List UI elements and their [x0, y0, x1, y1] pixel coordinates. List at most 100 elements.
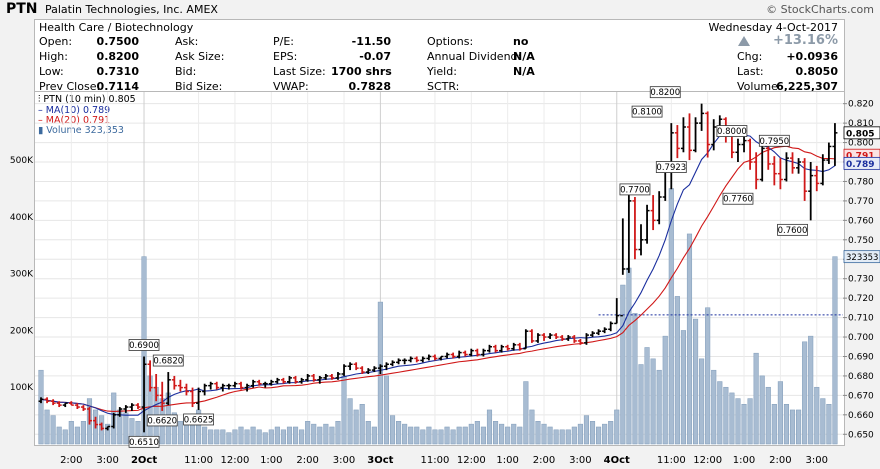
- brand-link[interactable]: © StockCharts.com: [766, 3, 874, 16]
- legend-price: ⫶ PTN (10 min) 0.805: [38, 94, 136, 105]
- volume-bar: [438, 429, 444, 445]
- volume-bar: [426, 426, 432, 445]
- low-value: 0.7310: [96, 65, 139, 78]
- vwap-value: 0.7828: [348, 80, 391, 93]
- volume-bar: [656, 369, 662, 445]
- annotation-label: 0.7760: [723, 195, 753, 205]
- volume-bar: [492, 421, 499, 445]
- volume-bar: [480, 426, 486, 445]
- annotation-box: [722, 192, 754, 205]
- volume-bar: [832, 256, 838, 445]
- annotation-label: 0.6620: [147, 416, 177, 426]
- ma20-flag: 0.791: [846, 152, 874, 162]
- volume-tick-label: 400K: [10, 213, 34, 223]
- volume-bar: [383, 375, 390, 445]
- volume-bar: [462, 426, 468, 445]
- volume-bar: [299, 429, 305, 445]
- volume-bar: [541, 423, 547, 445]
- volume-bar: [559, 429, 565, 445]
- volume-bar: [771, 404, 777, 445]
- volume-bar: [365, 421, 371, 445]
- yield-label: Yield:: [427, 65, 457, 78]
- volume-bar: [596, 426, 602, 445]
- time-tick-label: 11:00: [657, 455, 686, 466]
- annotation-label: 0.6510: [129, 438, 159, 448]
- quote-date: Wednesday 4-Oct-2017: [708, 21, 838, 34]
- volume-bar: [341, 375, 347, 445]
- legend-volume-text: Volume 323,353: [46, 125, 124, 136]
- volume-bar: [783, 404, 790, 445]
- line-icon: –: [38, 105, 43, 116]
- ma20-line: [40, 145, 835, 412]
- annotation-label: 0.8000: [717, 127, 747, 137]
- volume-bar: [444, 426, 450, 445]
- time-tick-label: 3:00: [806, 455, 828, 466]
- company-name: Palatin Technologies, Inc. AMEX: [45, 3, 218, 16]
- price-tick-label: 0.820: [848, 100, 874, 110]
- annotation-box: [128, 339, 160, 351]
- volume-bar: [177, 421, 183, 445]
- volume-bar: [499, 423, 505, 445]
- price-tick-label: 0.700: [848, 333, 874, 343]
- volume-bar: [650, 358, 656, 445]
- annotation-label: 0.8200: [650, 88, 680, 98]
- price-tick-label: 0.780: [848, 177, 874, 187]
- volume-bar: [292, 426, 299, 445]
- volume-bar: [565, 429, 571, 445]
- volume-bar: [396, 421, 402, 445]
- options-label: Options:: [427, 35, 474, 48]
- last-price-flag-box: [843, 126, 880, 140]
- volume-bar: [765, 386, 771, 445]
- time-tick-label: 2:00: [769, 455, 791, 466]
- volume-bar: [408, 426, 414, 445]
- volume-bar: [317, 426, 323, 445]
- volume-bar: [789, 409, 796, 445]
- high-value: 0.8200: [96, 50, 139, 63]
- volume-bar: [389, 415, 396, 445]
- time-tick-label: 11:00: [421, 455, 450, 466]
- time-tick-label: 2:00: [296, 455, 318, 466]
- volume-bar: [674, 296, 680, 445]
- price-tick-label: 0.760: [848, 216, 874, 226]
- volume-label: Volume:: [737, 80, 782, 93]
- volume-bar: [820, 398, 826, 445]
- title-bar: PTN Palatin Technologies, Inc. AMEX © St…: [0, 0, 880, 20]
- annotation-box: [152, 354, 184, 367]
- volume-bar: [529, 409, 535, 445]
- volume-bar: [305, 421, 311, 445]
- volume-bar: [432, 429, 438, 445]
- quote-panel: Health Care / Biotechnology Wednesday 4-…: [34, 19, 845, 93]
- annotation-label: 0.7923: [656, 163, 686, 173]
- time-tick-label: 12:00: [221, 455, 250, 466]
- volume-bar: [202, 426, 208, 445]
- volume-bar: [711, 369, 717, 445]
- volume-bar: [311, 423, 317, 445]
- volume-bar: [553, 429, 559, 445]
- last-size-label: Last Size:: [273, 65, 326, 78]
- volume-bar: [686, 233, 693, 445]
- volume-bar: [335, 421, 341, 445]
- volume-bar: [238, 426, 244, 445]
- volume-bar: [583, 415, 590, 445]
- annotation-box: [183, 413, 214, 426]
- legend-ma10: – MA(10) 0.789: [38, 105, 110, 116]
- volume-bar: [717, 381, 723, 445]
- volume-bar: [608, 421, 614, 445]
- high-label: High:: [39, 50, 68, 63]
- volume-bar: [729, 392, 735, 445]
- volume-bar: [256, 429, 262, 445]
- time-tick-label: 1:00: [260, 455, 282, 466]
- volume-bar: [814, 386, 820, 445]
- price-tick-label: 0.800: [848, 139, 874, 149]
- time-tick-label: 12:00: [693, 455, 722, 466]
- volume-bar: [486, 409, 493, 445]
- volume-flag-box: [843, 250, 880, 264]
- volume-tick-label: 300K: [10, 270, 34, 280]
- volume-bar: [505, 426, 511, 445]
- volume-bar: [62, 429, 68, 445]
- ma10-line: [40, 131, 836, 416]
- price-tick-label: 0.680: [848, 372, 874, 382]
- volume-bar: [802, 341, 808, 445]
- last-size-value: 1700 shrs: [331, 65, 392, 78]
- volume-bar: [44, 409, 50, 445]
